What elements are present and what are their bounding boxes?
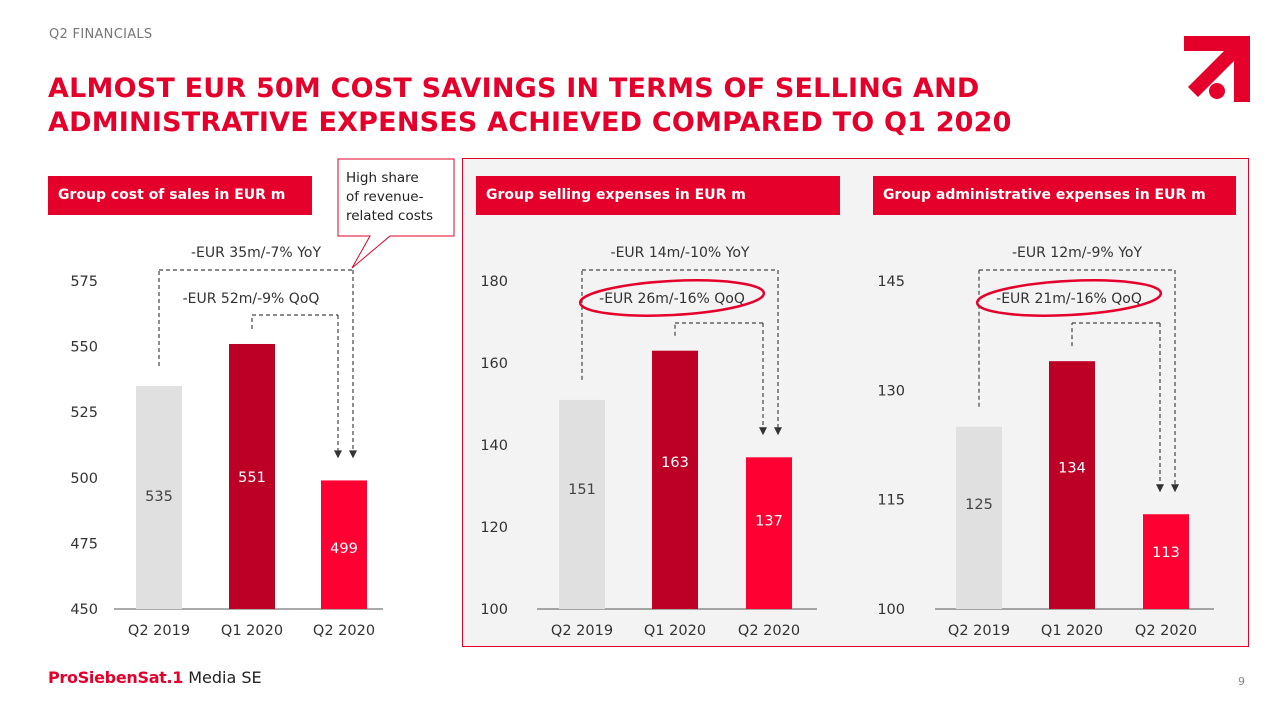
chart-1-x-tick-label: Q1 2020 [221, 623, 283, 639]
brand-main: ProSiebenSat.1 [48, 668, 184, 687]
brand-logo: ProSiebenSat.1 Media SE [48, 668, 262, 687]
brand-sub: Media SE [183, 668, 262, 687]
chart-3-y-tick-label: 115 [877, 493, 905, 509]
chart-2-data-label: 163 [661, 455, 689, 471]
chart-2-qoq-highlight-circle [578, 279, 766, 317]
panel-header-administrative-expenses: Group administrative expenses in EUR m [873, 176, 1236, 215]
chart-1-data-label: 535 [145, 489, 173, 505]
chart-2-data-label: 151 [568, 482, 596, 498]
chart-3-bar [1049, 361, 1095, 609]
chart-2-x-tick-label: Q2 2019 [551, 623, 613, 639]
panel-header-cost-of-sales: Group cost of sales in EUR m [48, 176, 312, 215]
chart-3-y-tick-label: 100 [877, 602, 905, 618]
chart-2-bar [652, 350, 698, 609]
chart-3-qoq-annotation: -EUR 21m/-16% QoQ [996, 291, 1142, 307]
chart-3-qoq-highlight-circle [975, 279, 1163, 317]
chart-3-y-tick-label: 130 [877, 383, 905, 399]
chart-3-data-label: 125 [965, 497, 993, 513]
chart-2-qoq-annotation: -EUR 26m/-16% QoQ [599, 291, 745, 307]
chart-1-bar [136, 385, 182, 609]
chart-2-bar [746, 457, 792, 609]
chart-1-y-tick-label: 475 [70, 536, 98, 552]
chart-1-data-label: 551 [238, 470, 266, 486]
callout-line-2: of revenue- [346, 189, 424, 205]
chart-2-qoq-arrow-icon [759, 427, 767, 436]
chart-3-bar [1143, 514, 1189, 609]
chart-1-data-label: 499 [330, 541, 358, 557]
chart-2-x-tick-label: Q1 2020 [644, 623, 706, 639]
chart-2-data-label: 137 [755, 514, 783, 530]
chart-2-yoy-arrow-icon [774, 427, 782, 436]
chart-2-y-tick-label: 120 [480, 520, 508, 536]
chart-3-qoq-arrow-icon [1156, 484, 1164, 493]
title-line-2: ADMINISTRATIVE EXPENSES ACHIEVED COMPARE… [48, 107, 1012, 138]
chart-3-yoy-annotation: -EUR 12m/-9% YoY [1012, 245, 1142, 261]
chart-2-bar [559, 399, 605, 609]
chart-1-qoq-arrow-icon [334, 450, 342, 459]
title-line-1: ALMOST EUR 50M COST SAVINGS IN TERMS OF … [48, 73, 980, 104]
chart-1-qoq-annotation: -EUR 52m/-9% QoQ [183, 291, 320, 307]
chart-2-x-tick-label: Q2 2020 [738, 623, 800, 639]
chart-1-y-tick-label: 450 [70, 602, 98, 618]
chart-1-y-tick-label: 550 [70, 340, 98, 356]
chart-1-y-tick-label: 500 [70, 471, 98, 487]
callout-text: High share of revenue- related costs [346, 169, 450, 226]
chart-1-yoy-annotation: -EUR 35m/-7% YoY [191, 245, 321, 261]
chart-1-bar [229, 343, 275, 609]
chart-2-y-tick-label: 100 [480, 602, 508, 618]
chart-3-x-tick-label: Q2 2019 [948, 623, 1010, 639]
chart-3-y-tick-label: 145 [877, 274, 905, 290]
page-number: 9 [1238, 675, 1245, 688]
chart-1-bar [321, 480, 367, 609]
prosieben-logo-icon [1184, 36, 1250, 102]
page-title: ALMOST EUR 50M COST SAVINGS IN TERMS OF … [48, 72, 1148, 140]
chart-2-y-tick-label: 160 [480, 356, 508, 372]
chart-1-y-tick-label: 575 [70, 274, 98, 290]
callout-line-3: related costs [346, 208, 434, 224]
chart-1-yoy-arrow-icon [349, 450, 357, 459]
chart-3-bar [956, 426, 1002, 609]
panel-header-selling-expenses: Group selling expenses in EUR m [476, 176, 840, 215]
chart-3-yoy-arrow-icon [1171, 484, 1179, 493]
chart-3-x-tick-label: Q1 2020 [1041, 623, 1103, 639]
chart-3-data-label: 134 [1058, 461, 1086, 477]
chart-2-y-tick-label: 140 [480, 438, 508, 454]
section-label: Q2 FINANCIALS [49, 27, 153, 42]
chart-1-x-tick-label: Q2 2019 [128, 623, 190, 639]
chart-2-y-tick-label: 180 [480, 274, 508, 290]
chart-1-y-tick-label: 525 [70, 405, 98, 421]
chart-2-yoy-annotation: -EUR 14m/-10% YoY [611, 245, 750, 261]
chart-1-x-tick-label: Q2 2020 [313, 623, 375, 639]
chart-3-x-tick-label: Q2 2020 [1135, 623, 1197, 639]
callout-line-1: High share [346, 170, 419, 186]
chart-3-data-label: 113 [1152, 545, 1180, 561]
